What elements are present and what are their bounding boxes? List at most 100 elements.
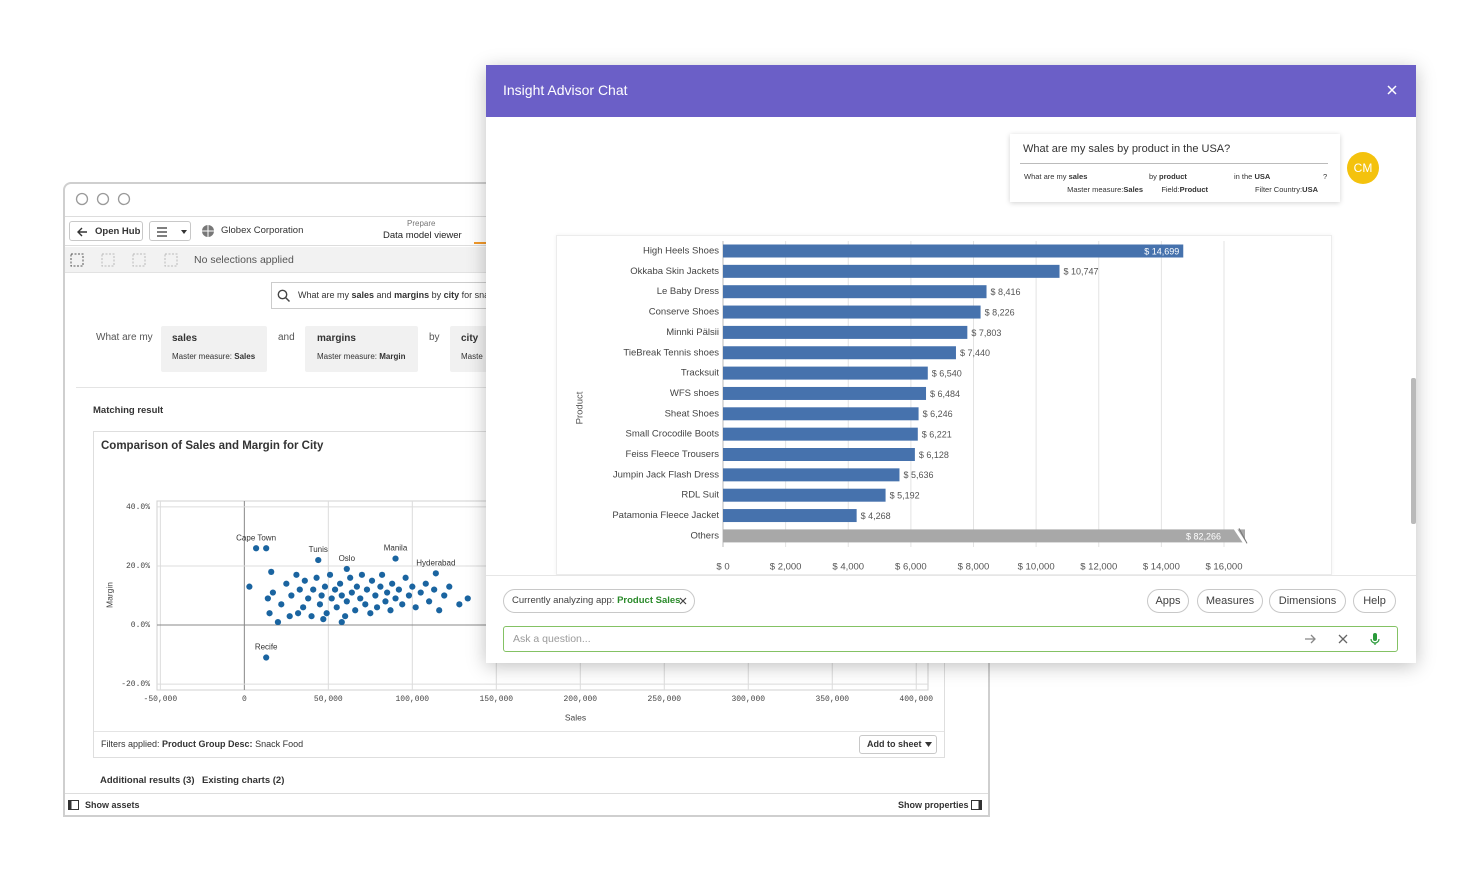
send-icon[interactable]	[1305, 634, 1316, 644]
y-tick-label: WFS shoes	[670, 388, 719, 399]
org-name: Globex Corporation	[221, 225, 304, 236]
input-placeholder: Ask a question...	[513, 633, 591, 645]
mic-icon[interactable]	[1370, 633, 1380, 645]
scrollbar[interactable]	[1411, 378, 1416, 524]
point-label: Oslo	[339, 554, 356, 563]
tool-icon[interactable]	[164, 253, 178, 267]
bar	[723, 346, 956, 360]
query-chip[interactable]	[305, 326, 418, 372]
token: in the USA	[1234, 172, 1320, 181]
query-chip[interactable]	[161, 326, 267, 372]
add-to-sheet-button[interactable]: Add to sheet	[859, 735, 937, 754]
point	[367, 610, 374, 617]
point-label: Hyderabad	[416, 558, 455, 567]
selections-status: No selections applied	[194, 254, 294, 266]
window-dot[interactable]	[75, 192, 89, 206]
token-detail-part: Filter Country:	[1255, 185, 1303, 194]
back-icon	[77, 227, 87, 237]
tool-icon[interactable]	[101, 253, 115, 267]
point	[294, 610, 302, 617]
open-hub-button[interactable]: Open Hub	[69, 221, 143, 241]
user-message	[1010, 134, 1340, 202]
question-input[interactable]	[503, 626, 1398, 652]
bar	[723, 386, 927, 400]
x-tick-label: 50,000	[314, 695, 343, 704]
apps-button[interactable]: Apps	[1147, 589, 1189, 613]
point	[382, 598, 389, 605]
window-dot[interactable]	[96, 192, 110, 206]
x-tick-label: 100,000	[396, 695, 430, 704]
token: What are my sales	[1024, 172, 1145, 181]
value-label: $ 6,221	[922, 430, 952, 440]
show-properties[interactable]: Show properties	[898, 800, 969, 810]
app-name[interactable]: Product Sales	[617, 595, 681, 606]
menu-button[interactable]	[149, 221, 191, 241]
clear-icon[interactable]	[1338, 634, 1348, 644]
dimensions-button[interactable]: Dimensions	[1269, 589, 1346, 613]
search-part: margins	[394, 290, 430, 300]
point	[392, 595, 399, 602]
button-label: Add to sheet	[867, 739, 922, 749]
x-tick-label: 200,000	[563, 695, 597, 704]
search-part: city	[443, 290, 460, 300]
caret	[925, 742, 932, 747]
measures-button[interactable]: Measures	[1197, 589, 1263, 613]
y-tick-label: Others	[690, 530, 719, 541]
x-axis-title: Sales	[565, 712, 586, 722]
window-controls	[75, 192, 131, 206]
point	[316, 601, 324, 608]
show-assets[interactable]: Show assets	[85, 800, 140, 810]
nav-title[interactable]: Data model viewer	[383, 230, 462, 241]
point	[422, 580, 429, 587]
token-part: in the	[1234, 172, 1255, 181]
point	[392, 555, 399, 562]
remove-app[interactable]	[679, 597, 687, 605]
value-label: $ 14,699	[1144, 246, 1179, 256]
point	[296, 586, 303, 593]
search-text: What are my sales and margins by city fo…	[298, 290, 494, 300]
y-tick-label: High Heels Shoes	[643, 246, 719, 257]
chart-card	[556, 235, 1332, 575]
x-tick-label: $ 10,000	[1018, 562, 1055, 573]
window-dot[interactable]	[117, 192, 131, 206]
point	[432, 570, 439, 577]
point	[263, 654, 270, 661]
x-tick-label: 300,000	[731, 695, 765, 704]
chip-detail: Maste	[461, 352, 483, 361]
x-tick-label: $ 2,000	[770, 562, 802, 573]
point	[253, 545, 260, 552]
point	[377, 583, 384, 590]
axis-break	[1233, 527, 1247, 545]
close-button[interactable]	[1386, 84, 1398, 96]
chat-header	[486, 65, 1416, 117]
point	[288, 592, 295, 599]
filters: Filters applied: Product Group Desc: Sna…	[101, 739, 303, 749]
point	[313, 574, 320, 581]
point	[333, 604, 340, 611]
value-label: $ 7,803	[971, 328, 1001, 338]
properties-icon	[971, 800, 982, 810]
y-tick-label: Conserve Shoes	[649, 307, 719, 318]
tool-icon[interactable]	[70, 253, 84, 267]
tool-icon[interactable]	[132, 253, 146, 267]
help-button[interactable]: Help	[1353, 589, 1396, 613]
point	[362, 601, 369, 608]
point	[378, 571, 386, 578]
filters-label: Filters applied:	[101, 739, 160, 749]
search-part: by	[429, 290, 444, 300]
point	[308, 613, 315, 620]
tab[interactable]: Existing charts (2)	[202, 775, 285, 786]
chip-detail-label: Master measure:	[172, 352, 235, 361]
tab[interactable]: Additional results (3)	[100, 775, 195, 786]
chip-detail: Master measure: Sales	[172, 352, 255, 361]
token-part: USA	[1254, 172, 1271, 181]
search-icon	[277, 289, 291, 303]
nav-label: Prepare	[407, 219, 436, 228]
point	[301, 577, 308, 584]
chip-detail-label: Master measure:	[317, 352, 380, 361]
point	[441, 592, 448, 599]
selection-tools	[70, 253, 178, 267]
token-detail-part: USA	[1302, 185, 1318, 194]
